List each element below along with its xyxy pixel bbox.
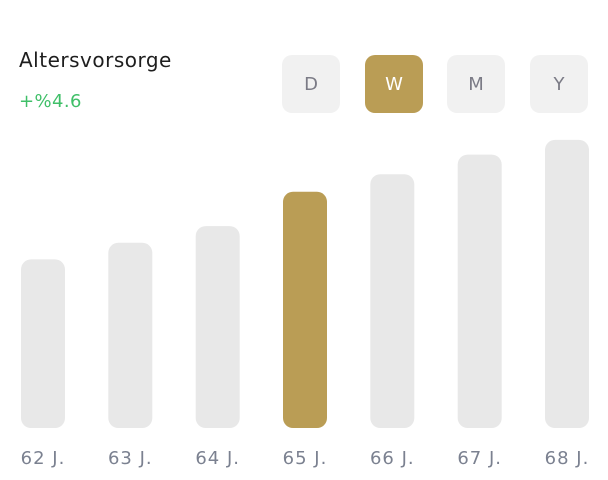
x-tick-label: 62 J. xyxy=(21,448,66,469)
bar-68j[interactable] xyxy=(545,139,589,428)
x-tick-label: 68 J. xyxy=(545,448,590,469)
bar-64j[interactable] xyxy=(195,226,240,428)
page-title: Altersvorsorge xyxy=(19,48,172,72)
bar-62j[interactable] xyxy=(21,259,65,428)
bar-65j[interactable] xyxy=(283,191,327,428)
x-tick-label: 66 J. xyxy=(370,448,415,469)
period-button-d[interactable]: D xyxy=(282,55,340,113)
bar-66j[interactable] xyxy=(370,174,415,428)
period-button-w[interactable]: W xyxy=(365,55,423,113)
bar-63j[interactable] xyxy=(108,242,153,428)
x-tick-label: 64 J. xyxy=(195,448,240,469)
x-tick-label: 63 J. xyxy=(108,448,153,469)
x-tick-label: 67 J. xyxy=(457,448,502,469)
period-button-y[interactable]: Y xyxy=(530,55,588,113)
period-button-m[interactable]: M xyxy=(447,55,505,113)
change-percentage: +%4.6 xyxy=(19,91,82,112)
x-tick-label: 65 J. xyxy=(283,448,328,469)
bar-67j[interactable] xyxy=(457,154,502,428)
